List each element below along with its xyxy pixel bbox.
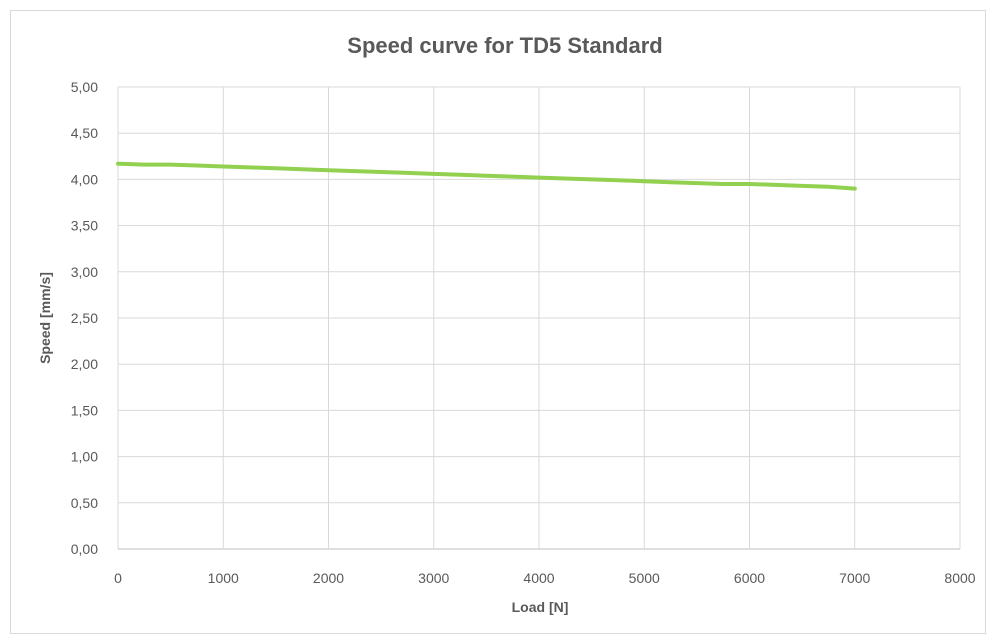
x-tick-label: 8000 (944, 570, 975, 586)
x-tick-label: 2000 (313, 570, 344, 586)
y-tick-label: 3,50 (71, 218, 98, 234)
x-tick-label: 5000 (629, 570, 660, 586)
y-tick-label: 0,00 (71, 541, 98, 557)
series-line (116, 161, 857, 191)
x-tick-label: 1000 (208, 570, 239, 586)
chart-area (10, 10, 986, 634)
y-tick-label: 5,00 (71, 79, 98, 95)
y-tick-label: 1,50 (71, 402, 98, 418)
y-tick-label: 3,00 (71, 264, 98, 280)
y-tick-label: 1,00 (71, 449, 98, 465)
y-tick-label: 4,00 (71, 171, 98, 187)
x-axis-ticks: 0 1000 2000 3000 4000 5000 6000 7000 8000 (114, 570, 976, 586)
y-tick-label: 2,50 (71, 310, 98, 326)
x-tick-label: 7000 (839, 570, 870, 586)
x-tick-label: 6000 (734, 570, 765, 586)
chart-title: Speed curve for TD5 Standard (347, 33, 662, 58)
gridlines (117, 86, 961, 550)
y-tick-label: 4,50 (71, 125, 98, 141)
x-axis-title: Load [N] (512, 599, 569, 615)
x-tick-label: 4000 (523, 570, 554, 586)
y-axis-ticks: 0,00 0,50 1,00 1,50 2,00 2,50 3,00 3,50 4,00 4,50… (71, 79, 98, 557)
y-tick-label: 0,50 (71, 495, 98, 511)
x-tick-label: 0 (114, 570, 122, 586)
series-layer (116, 161, 857, 191)
y-tick-label: 2,00 (71, 356, 98, 372)
x-tick-label: 3000 (418, 570, 449, 586)
y-axis-title: Speed [mm/s] (37, 272, 53, 364)
